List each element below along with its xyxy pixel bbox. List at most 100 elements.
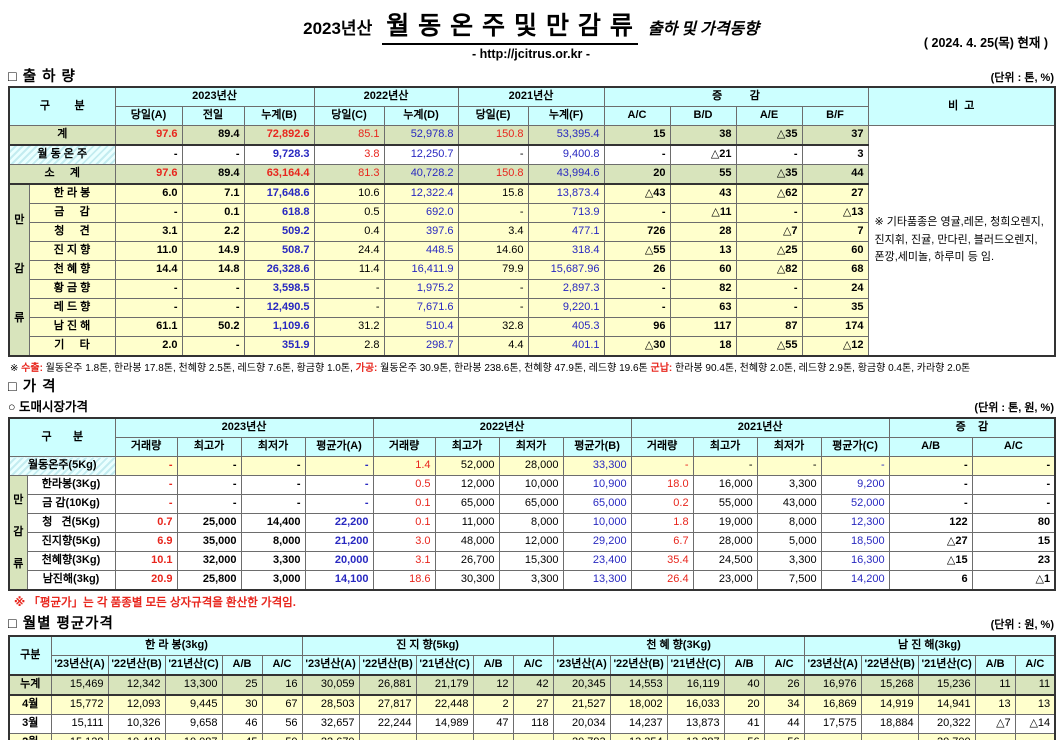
value-cell: 35.4 <box>630 551 694 571</box>
value-cell: - <box>181 279 245 299</box>
value-cell: - <box>692 456 758 476</box>
value-cell: 10,900 <box>562 475 632 495</box>
value-cell: 60 <box>669 260 737 280</box>
value-cell: 13,873 <box>666 714 725 734</box>
value-cell: - <box>114 279 183 299</box>
col-header: 누계(B) <box>243 106 315 126</box>
value-cell: 692.0 <box>383 203 459 223</box>
value-cell: 14,200 <box>820 570 890 591</box>
site-url[interactable]: - http://jcitrus.or.kr - <box>471 47 591 61</box>
value-cell: 9,400.8 <box>527 144 605 165</box>
value-cell: 405.3 <box>527 317 605 337</box>
value-cell: 20,700 <box>917 733 976 740</box>
row-label: 월동온주(5Kg) <box>8 456 116 476</box>
col-header-namjinhae: 남 진 해(3kg) <box>803 635 1056 656</box>
col-header: 당일(A) <box>114 106 183 126</box>
title-line: 2023년산 월 동 온 주 및 만 감 류 출하 및 가격동향 <box>8 6 1054 45</box>
value-cell: - <box>114 456 178 476</box>
value-cell: - <box>358 733 417 740</box>
value-cell: 16,976 <box>803 674 862 696</box>
value-cell: - <box>860 733 919 740</box>
value-cell: 14,553 <box>609 674 668 696</box>
value-cell: 30,059 <box>301 674 360 696</box>
value-cell: 18,884 <box>860 714 919 734</box>
value-cell: 65,000 <box>562 494 632 514</box>
value-cell: 44 <box>763 714 805 734</box>
value-cell: △35 <box>735 164 803 185</box>
price-unit-label: (단위 : 톤, 원, %) <box>974 402 1054 414</box>
col-header-2022: 2022년산 <box>313 86 459 107</box>
value-cell: 7,500 <box>756 570 822 591</box>
page-subtitle: 출하 및 가격동향 <box>647 21 759 38</box>
value-cell: △11 <box>669 203 737 223</box>
value-cell: 14.60 <box>457 241 529 261</box>
value-cell: - <box>603 144 671 165</box>
footnote-segment: 한라봉 90.4톤, 천혜향 2.0톤, 레드향 2.9톤, 황금향 0.4톤,… <box>672 363 971 374</box>
value-cell: 23,400 <box>562 551 632 571</box>
value-cell: 47 <box>472 714 514 734</box>
shipment-footnote: ※ 수출: 월동온주 1.8톤, 한라봉 17.8톤, 천혜향 2.5톤, 레드… <box>10 359 1054 374</box>
value-cell: - <box>603 203 671 223</box>
col-header-gubun: 구 분 <box>8 86 116 126</box>
value-cell: 7 <box>801 222 869 242</box>
value-cell: 25 <box>221 674 263 696</box>
value-cell: △30 <box>603 336 671 357</box>
shipment-unit-label: (단위 : 톤, %) <box>990 72 1054 84</box>
value-cell: 45 <box>221 733 263 740</box>
value-cell: - <box>971 494 1056 514</box>
col-header: '22년산(B) <box>358 655 417 676</box>
value-cell: 18.0 <box>630 475 694 495</box>
value-cell: △82 <box>735 260 803 280</box>
col-header: A/C <box>1014 655 1056 676</box>
value-cell: △27 <box>888 532 973 552</box>
value-cell: 10.1 <box>114 551 178 571</box>
value-cell: 18,002 <box>609 694 668 715</box>
value-cell: 2,897.3 <box>527 279 605 299</box>
col-header-remark: 비 고 <box>867 86 1056 126</box>
group-label-char: 류 <box>13 557 24 570</box>
value-cell: 28 <box>669 222 737 242</box>
value-cell: 12,250.7 <box>383 144 459 165</box>
value-cell: 9,658 <box>164 714 223 734</box>
value-cell: 508.7 <box>243 241 315 261</box>
row-label: 금 감(10Kg) <box>26 494 116 514</box>
row-label: 청 견 <box>28 222 116 242</box>
value-cell: 510.4 <box>383 317 459 337</box>
col-header-change: 증 감 <box>888 417 1056 438</box>
row-label: 남 진 해 <box>28 317 116 337</box>
value-cell: 15,268 <box>860 674 919 696</box>
value-cell: 3,598.5 <box>243 279 315 299</box>
vintage-label: 2023년산 <box>303 19 373 38</box>
value-cell: 9,728.3 <box>243 144 315 165</box>
monthly-price-table: 구분 한 라 봉(3kg) 진 지 향(5kg) 천 혜 향(3Kg) 남 진 … <box>8 635 1057 740</box>
value-cell: 65,000 <box>498 494 564 514</box>
value-cell: 5,000 <box>756 532 822 552</box>
shipment-table: 구 분 2023년산 2022년산 2021년산 증 감 비 고 당일(A) 전… <box>8 86 1057 357</box>
page-header: 2023년산 월 동 온 주 및 만 감 류 출하 및 가격동향 - http:… <box>8 2 1054 61</box>
col-header: '22년산(B) <box>107 655 166 676</box>
value-cell: 12,342 <box>107 674 166 696</box>
value-cell: 477.1 <box>527 222 605 242</box>
value-cell: 2.8 <box>313 336 385 357</box>
value-cell: - <box>176 456 242 476</box>
col-header: 최고가 <box>692 437 758 457</box>
value-cell: 13,873.4 <box>527 183 605 204</box>
value-cell: 22,200 <box>304 513 374 533</box>
value-cell: 11.4 <box>313 260 385 280</box>
value-cell: - <box>457 279 529 299</box>
value-cell: 3,300 <box>240 551 306 571</box>
value-cell: 19,000 <box>692 513 758 533</box>
col-header: A/B <box>472 655 514 676</box>
value-cell: 401.1 <box>527 336 605 357</box>
value-cell: - <box>240 456 306 476</box>
value-cell: 726 <box>603 222 671 242</box>
value-cell: 50.2 <box>181 317 245 337</box>
value-cell: - <box>512 733 554 740</box>
value-cell: 17,648.6 <box>243 183 315 204</box>
value-cell: - <box>304 494 374 514</box>
row-label: 한 라 봉 <box>28 183 116 204</box>
value-cell: 97.6 <box>114 164 183 185</box>
col-header: A/E <box>735 106 803 126</box>
value-cell: - <box>114 298 183 318</box>
